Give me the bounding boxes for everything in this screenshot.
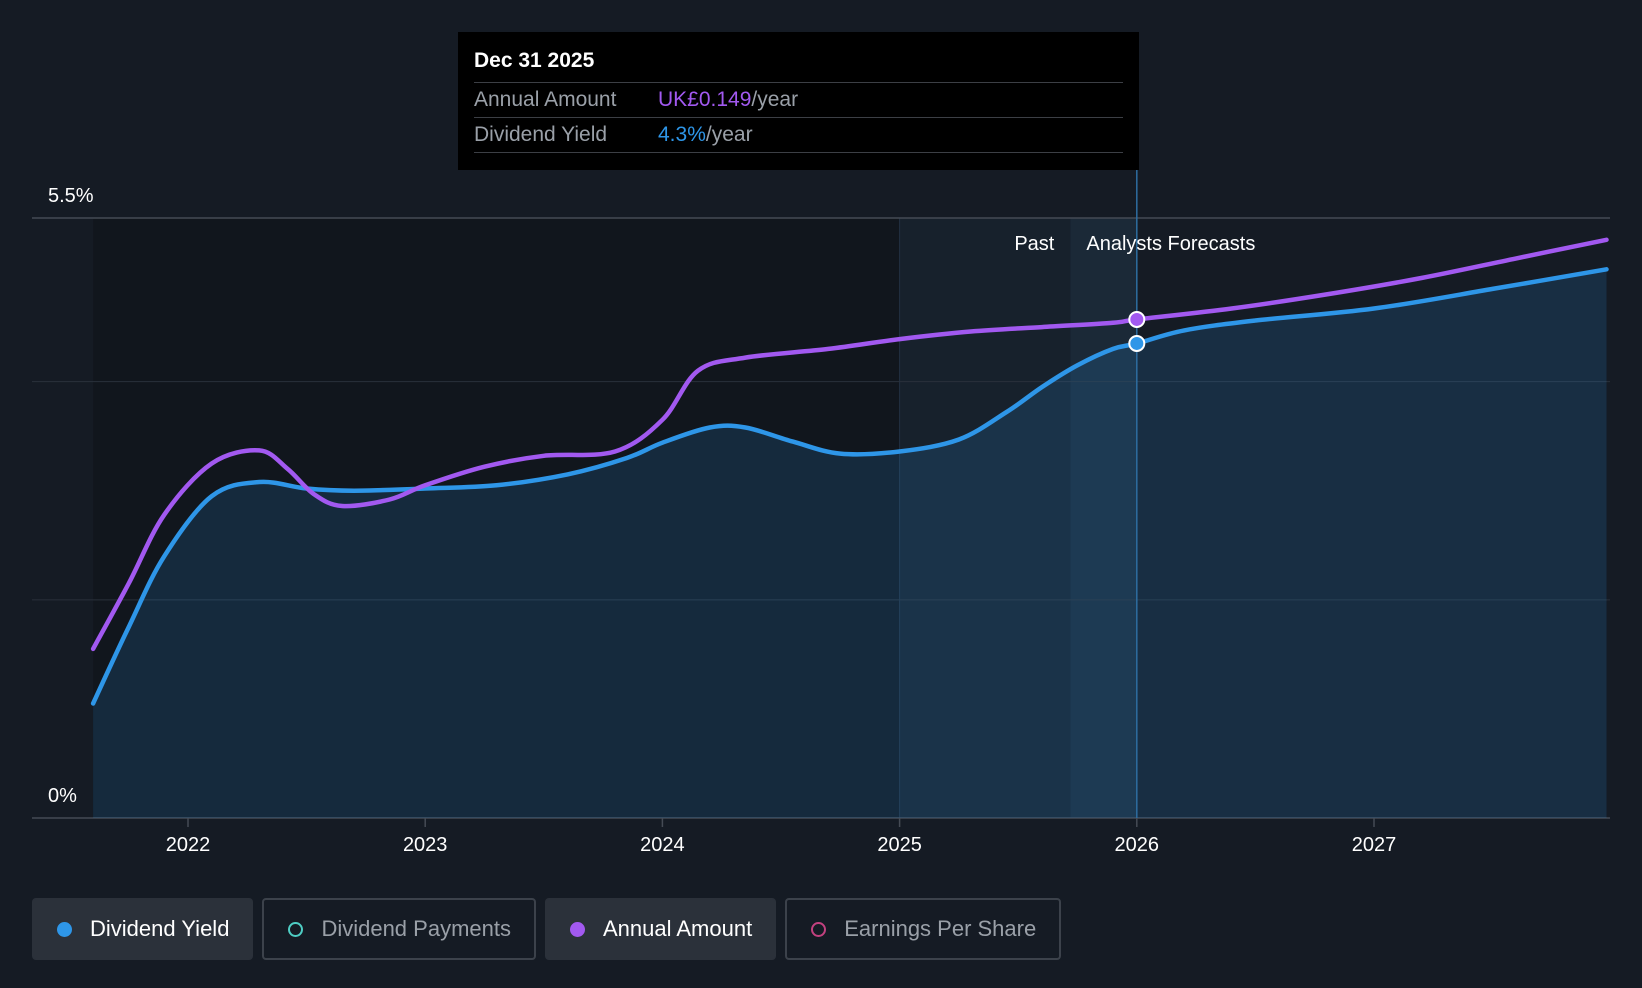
y-tick-label: 0% xyxy=(48,785,77,807)
legend-item-dividend-payments[interactable]: Dividend Payments xyxy=(262,898,536,960)
earnings-per-share-dot-icon xyxy=(811,921,827,937)
dividend-yield-dot-icon xyxy=(57,921,72,937)
tooltip-label-dividend-yield: Dividend Yield xyxy=(474,123,608,146)
legend-label-dividend-yield: Dividend Yield xyxy=(90,916,230,941)
dividend-yield-line xyxy=(90,267,1609,706)
forecast-transition-band xyxy=(1070,218,1137,818)
past-background-band xyxy=(93,218,900,818)
legend-label-annual-amount: Annual Amount xyxy=(602,916,753,941)
x-tick-label: 2027 xyxy=(1352,834,1397,856)
past-label: Past xyxy=(1014,233,1054,255)
annual-amount-highlight-point xyxy=(1128,310,1146,328)
tooltip-value-annual-amount: UK£0.149 xyxy=(658,88,752,111)
x-tick-label: 2023 xyxy=(403,834,448,856)
legend-item-dividend-yield[interactable]: Dividend Yield xyxy=(32,898,254,960)
dividend-yield-area xyxy=(93,269,1607,818)
tooltip: Dec 31 2025 Annual Amount UK£0.149 /year… xyxy=(458,32,1139,170)
legend-item-annual-amount[interactable]: Annual Amount xyxy=(544,898,777,960)
legend-item-earnings-per-share[interactable]: Earnings Per Share xyxy=(785,898,1062,960)
recent-past-band xyxy=(899,218,1071,818)
x-tick-label: 2024 xyxy=(640,834,685,856)
legend-label-earnings-per-share: Earnings Per Share xyxy=(844,916,1037,941)
analysts-forecasts-label: Analysts Forecasts xyxy=(1086,233,1255,255)
legend-label-dividend-payments: Dividend Payments xyxy=(321,916,511,941)
tooltip-label-annual-amount: Annual Amount xyxy=(474,88,617,111)
tooltip-row-annual-amount: Annual Amount UK£0.149 /year xyxy=(474,83,1123,118)
tooltip-unit-annual-amount: /year xyxy=(751,88,799,111)
x-tick-label: 2026 xyxy=(1115,834,1160,856)
tooltip-date: Dec 31 2025 xyxy=(474,46,1123,83)
legend: Dividend Yield Dividend Payments Annual … xyxy=(32,898,1062,960)
x-tick-label: 2022 xyxy=(166,834,211,856)
dividend-payments-dot-icon xyxy=(288,921,304,937)
y-tick-label: 5.5% xyxy=(48,185,94,207)
annual-amount-line xyxy=(90,237,1609,652)
tooltip-row-dividend-yield: Dividend Yield 4.3% /year xyxy=(474,118,1123,153)
x-tick-label: 2025 xyxy=(877,834,922,856)
tooltip-unit-dividend-yield: /year xyxy=(705,123,753,146)
tooltip-value-dividend-yield: 4.3% xyxy=(658,123,706,146)
annual-amount-dot-icon xyxy=(569,921,585,937)
dividend-yield-highlight-point xyxy=(1128,334,1146,352)
